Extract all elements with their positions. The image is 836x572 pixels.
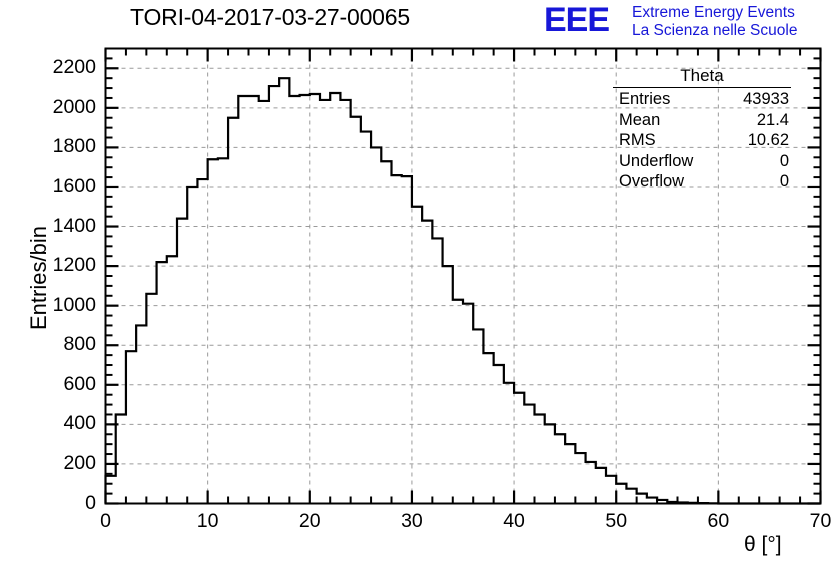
eee-logo-mark: EEE bbox=[544, 1, 610, 39]
stats-row: Underflow 0 bbox=[613, 151, 791, 172]
y-tick-label: 1400 bbox=[52, 214, 96, 237]
y-tick-label: 200 bbox=[63, 451, 96, 474]
stats-row: Entries 43933 bbox=[613, 89, 791, 110]
y-tick-label: 1000 bbox=[52, 293, 96, 316]
stats-row: RMS 10.62 bbox=[613, 130, 791, 151]
stats-row-label: Overflow bbox=[619, 172, 685, 190]
stats-row: Mean 21.4 bbox=[613, 110, 791, 131]
grid-lines bbox=[105, 48, 821, 504]
stats-row-value: 10.62 bbox=[747, 131, 789, 149]
histogram-outline bbox=[104, 77, 821, 505]
x-tick-label: 50 bbox=[605, 509, 628, 532]
stats-rows: Entries 43933 Mean 21.4 RMS 10.62 Underflow 0 Ov… bbox=[613, 89, 791, 192]
plot-frame bbox=[104, 47, 822, 505]
x-axis-title: θ [°] bbox=[744, 533, 782, 556]
x-tick-label: 20 bbox=[298, 509, 321, 532]
stats-row-value: 43933 bbox=[743, 90, 789, 108]
stats-row-label: RMS bbox=[619, 131, 656, 149]
y-tick-label: 1600 bbox=[52, 174, 96, 197]
eee-logo: EEE Extreme Energy Events La Scienza nel… bbox=[536, 2, 836, 42]
y-tick-label: 800 bbox=[63, 333, 96, 356]
y-tick-label: 600 bbox=[63, 372, 96, 395]
stats-row-label: Mean bbox=[619, 110, 661, 129]
y-tick-label: 1800 bbox=[52, 135, 96, 158]
eee-logo-text: Extreme Energy Events La Scienza nelle S… bbox=[632, 4, 797, 39]
eee-logo-line2: La Scienza nelle Scuole bbox=[632, 21, 798, 39]
stats-row-value: 0 bbox=[779, 172, 789, 190]
eee-logo-line1: Extreme Energy Events bbox=[632, 4, 795, 21]
page-title: TORI-04-2017-03-27-00065 bbox=[130, 4, 410, 30]
stats-row-value: 21.4 bbox=[756, 110, 789, 129]
x-tick-label: 0 bbox=[100, 509, 111, 532]
statistics-box: Theta Entries 43933 Mean 21.4 RMS 10.62 Underf… bbox=[613, 66, 791, 192]
y-tick-label: 1200 bbox=[52, 254, 96, 277]
x-tick-label: 40 bbox=[503, 509, 525, 532]
x-tick-label: 60 bbox=[707, 509, 730, 532]
axis-ticks bbox=[104, 47, 822, 505]
x-tick-label: 70 bbox=[809, 509, 832, 532]
stats-row: Overflow 0 bbox=[613, 171, 791, 192]
x-tick-label: 30 bbox=[401, 509, 423, 532]
y-tick-label: 2000 bbox=[52, 95, 96, 118]
stats-row-value: 0 bbox=[779, 151, 789, 170]
y-tick-label: 2200 bbox=[52, 56, 96, 79]
stats-row-label: Entries bbox=[619, 90, 671, 108]
stats-row-label: Underflow bbox=[619, 151, 694, 170]
y-tick-label: 400 bbox=[63, 412, 96, 435]
y-tick-label: 0 bbox=[85, 491, 96, 514]
x-tick-label: 10 bbox=[196, 509, 219, 532]
stats-title: Theta bbox=[613, 66, 791, 88]
